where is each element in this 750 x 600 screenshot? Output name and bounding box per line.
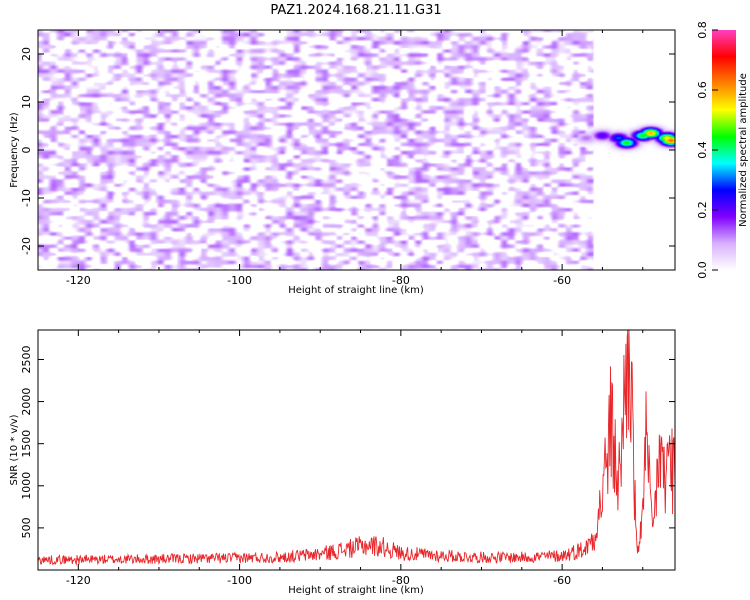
snr-y-tick-label: 2000 [20,388,33,416]
heatmap-y-tick-label: -20 [20,237,33,255]
colorbar-tick-label: 0.2 [696,201,709,219]
snr-y-tick-label: 1000 [20,472,33,500]
snr-x-tick-label: -100 [227,574,252,587]
colorbar: 0.0 0.2 0.4 0.6 0.8 Normalized spectral ampl… [696,21,749,279]
snr-series-line [37,329,676,566]
snr-y-axis-label: SNR (10 * v/v) [9,414,20,485]
heatmap-y-tick-label: -10 [20,189,33,207]
heatmap-x-tick-label: -60 [553,274,571,287]
snr-ticks: -120 -100 -80 -60 500 1000 1500 2000 2500 [20,330,675,587]
colorbar-ticks: 0.0 0.2 0.4 0.6 0.8 [696,21,718,279]
heatmap-y-tick-label: 10 [20,95,33,109]
snr-x-tick-label: -60 [553,574,571,587]
heatmap-x-tick-label: -80 [392,274,410,287]
heatmap-x-tick-label: -100 [227,274,252,287]
snr-y-tick-label: 1500 [20,430,33,458]
spectrogram-heatmap [38,30,675,270]
snr-y-tick-label: 2500 [20,345,33,373]
heatmap-y-tick-label: 0 [20,147,33,154]
heatmap-y-tick-label: 20 [20,47,33,61]
colorbar-tick-label: 0.0 [696,261,709,279]
chart-title: PAZ1.2024.168.21.11.G31 [270,3,441,18]
snr-x-axis-label: Height of straight line (km) [288,585,424,596]
snr-x-tick-label: -120 [66,574,91,587]
snr-frame [37,329,676,571]
colorbar-tick-label: 0.4 [696,141,709,159]
heatmap-x-tick-label: -120 [66,274,91,287]
snr-x-tick-label: -80 [392,574,410,587]
heatmap-x-axis-label: Height of straight line (km) [288,285,424,296]
colorbar-tick-label: 0.8 [696,21,709,39]
colorbar-tick-label: 0.6 [696,81,709,99]
snr-y-tick-label: 500 [20,517,33,538]
colorbar-label: Normalized spectral amplitude [738,73,749,227]
heatmap-y-axis-label: Frequency (Hz) [9,112,20,188]
snr-panel: -120 -100 -80 -60 500 1000 1500 2000 2500 Height… [9,329,676,596]
